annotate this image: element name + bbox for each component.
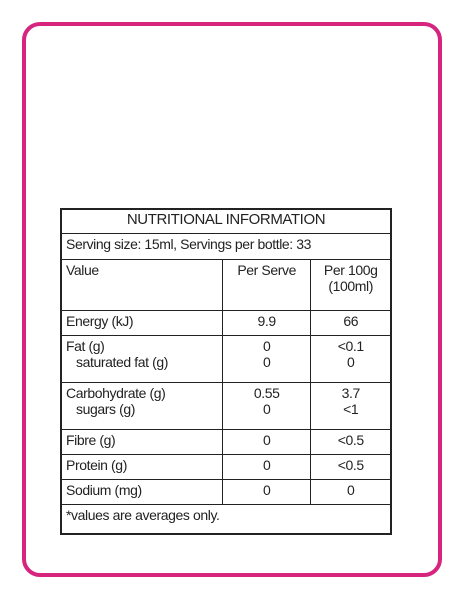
table-body: NUTRITIONAL INFORMATION Serving size: 15…	[60, 208, 392, 535]
cell-text: Carbohydrate (g)	[66, 385, 166, 401]
cell: 0	[221, 454, 312, 480]
nutrient-row: Protein (g) 0 <0.5	[60, 454, 392, 480]
nutrient-row: Sodium (mg) 0 0	[60, 479, 392, 505]
cell-text: Value	[66, 262, 99, 278]
cell: <0.1 0	[310, 335, 392, 383]
cell: <0.5	[310, 454, 392, 480]
cell: <0.5	[310, 429, 392, 455]
cell-text: saturated fat (g)	[76, 354, 169, 370]
table-title: NUTRITIONAL INFORMATION	[60, 208, 392, 234]
footnote: *values are averages only.	[60, 504, 392, 535]
cell-text: 0.55	[253, 385, 280, 401]
cell-text: 0	[262, 457, 271, 473]
cell: Fat (g) saturated fat (g)	[60, 335, 223, 383]
cell: Fibre (g)	[60, 429, 223, 455]
cell: 0.55 0	[221, 382, 312, 430]
cell-text: Energy (kJ)	[66, 313, 134, 329]
cell: 3.7 <1	[310, 382, 392, 430]
cell-text: Protein (g)	[66, 457, 127, 473]
cell-text: <1	[343, 401, 359, 417]
cell-text: 3.7	[341, 385, 361, 401]
cell-text: <0.1	[337, 338, 364, 354]
cell-text: sugars (g)	[76, 401, 136, 417]
cell-text: 0	[262, 482, 271, 498]
cell-text: Sodium (mg)	[66, 482, 142, 498]
nutrient-row: Energy (kJ) 9.9 66	[60, 310, 392, 336]
cell-text: 0	[262, 432, 271, 448]
cell: 0	[221, 429, 312, 455]
cell: Value	[60, 259, 223, 311]
cell: Sodium (mg)	[60, 479, 223, 505]
cell-text: (100ml)	[328, 278, 374, 294]
cell: Per 100g (100ml)	[310, 259, 392, 311]
cell: 9.9	[221, 310, 312, 336]
cell: 0	[310, 479, 392, 505]
footnote-row: *values are averages only.	[60, 504, 392, 535]
nutrient-row: Fibre (g) 0 <0.5	[60, 429, 392, 455]
header-row: Value Per Serve Per 100g (100ml)	[60, 259, 392, 311]
cell-text: 0	[347, 354, 355, 370]
cell-text: Per 100g	[323, 262, 378, 278]
cell-text: Fibre (g)	[66, 432, 116, 448]
cell: Energy (kJ)	[60, 310, 223, 336]
cell: 66	[310, 310, 392, 336]
cell: Protein (g)	[60, 454, 223, 480]
cell-text: 0	[347, 482, 355, 498]
cell-text: 0	[262, 338, 271, 354]
serving-row: Serving size: 15ml, Servings per bottle:…	[60, 233, 392, 260]
cell: Carbohydrate (g) sugars (g)	[60, 382, 223, 430]
cell-text: Per Serve	[237, 262, 297, 278]
cell-text: 9.9	[257, 313, 277, 329]
cell-text: 0	[262, 401, 271, 417]
label-border	[22, 22, 442, 577]
nutrient-row: Carbohydrate (g) sugars (g) 0.55 0 3.7 <1	[60, 382, 392, 430]
cell-text: <0.5	[337, 432, 364, 448]
nutrient-row: Fat (g) saturated fat (g) 0 0 <0.1 0	[60, 335, 392, 383]
serving-info: Serving size: 15ml, Servings per bottle:…	[60, 233, 392, 260]
cell-text: 0	[262, 354, 271, 370]
cell-text: <0.5	[337, 457, 364, 473]
cell-text: 66	[343, 313, 359, 329]
cell-text: Fat (g)	[66, 338, 105, 354]
cell: 0	[221, 479, 312, 505]
title-row: NUTRITIONAL INFORMATION	[60, 208, 392, 234]
nutrition-table: NUTRITIONAL INFORMATION Serving size: 15…	[60, 208, 392, 535]
cell: Per Serve	[221, 259, 312, 311]
